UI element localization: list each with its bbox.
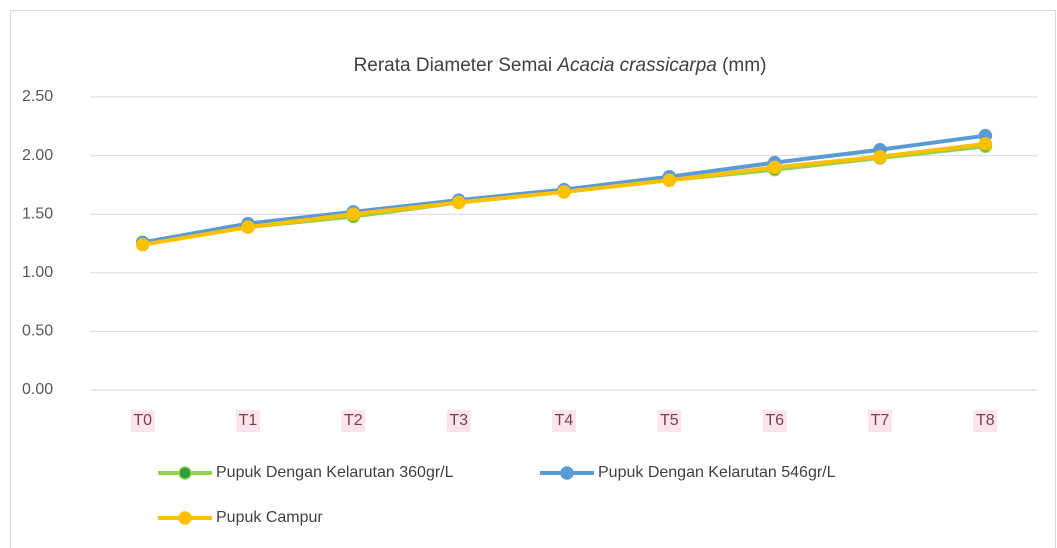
data-point xyxy=(346,207,361,221)
x-tick-highlight xyxy=(446,410,471,432)
y-tick-label: 1.50 xyxy=(22,205,53,222)
chart-title: Rerata Diameter Semai Acacia crassicarpa… xyxy=(354,55,767,76)
y-tick-label: 1.00 xyxy=(22,264,53,281)
title-part: (mm) xyxy=(722,55,766,76)
x-tick-label: T1 xyxy=(239,412,258,429)
x-tick-highlight xyxy=(762,410,787,432)
x-tick-highlight xyxy=(341,410,366,432)
legend-marker xyxy=(178,466,192,480)
x-tick-label: T4 xyxy=(555,412,574,429)
x-tick-label: T7 xyxy=(871,412,890,429)
x-tick-label: T5 xyxy=(660,412,679,429)
title-part: Rerata Diameter Semai xyxy=(354,55,553,76)
data-point xyxy=(978,137,993,151)
legend-label: Pupuk Dengan Kelarutan 360gr/L xyxy=(216,464,454,481)
x-tick-highlight xyxy=(552,410,576,432)
data-point xyxy=(557,185,571,199)
y-tick-label: 2.00 xyxy=(22,147,53,164)
data-point xyxy=(241,220,255,234)
title-italic: Acacia crassicarpa xyxy=(556,55,716,76)
x-tick-highlight xyxy=(657,410,682,432)
legend-label: Pupuk Dengan Kelarutan 546gr/L xyxy=(598,464,836,481)
x-tick-label: T2 xyxy=(344,412,363,429)
data-point xyxy=(873,150,887,164)
y-tick-label: 2.50 xyxy=(22,88,53,105)
chart-frame xyxy=(10,10,1056,548)
y-tick-label: 0.00 xyxy=(22,381,53,398)
y-tick-label: 0.50 xyxy=(22,323,53,340)
x-tick-label: T0 xyxy=(133,412,152,429)
x-tick-highlight xyxy=(973,410,998,432)
x-tick-label: T8 xyxy=(976,412,995,429)
legend-marker xyxy=(178,511,192,525)
data-point xyxy=(662,173,677,187)
x-tick-highlight xyxy=(236,410,260,432)
legend-marker xyxy=(560,466,574,480)
data-point xyxy=(767,160,782,175)
x-tick-label: T3 xyxy=(449,412,468,429)
x-tick-label: T6 xyxy=(765,412,784,429)
data-point xyxy=(451,195,466,210)
x-tick-highlight xyxy=(130,410,155,432)
data-point xyxy=(135,237,150,252)
legend-label: Pupuk Campur xyxy=(216,509,323,526)
x-tick-highlight xyxy=(868,410,892,432)
